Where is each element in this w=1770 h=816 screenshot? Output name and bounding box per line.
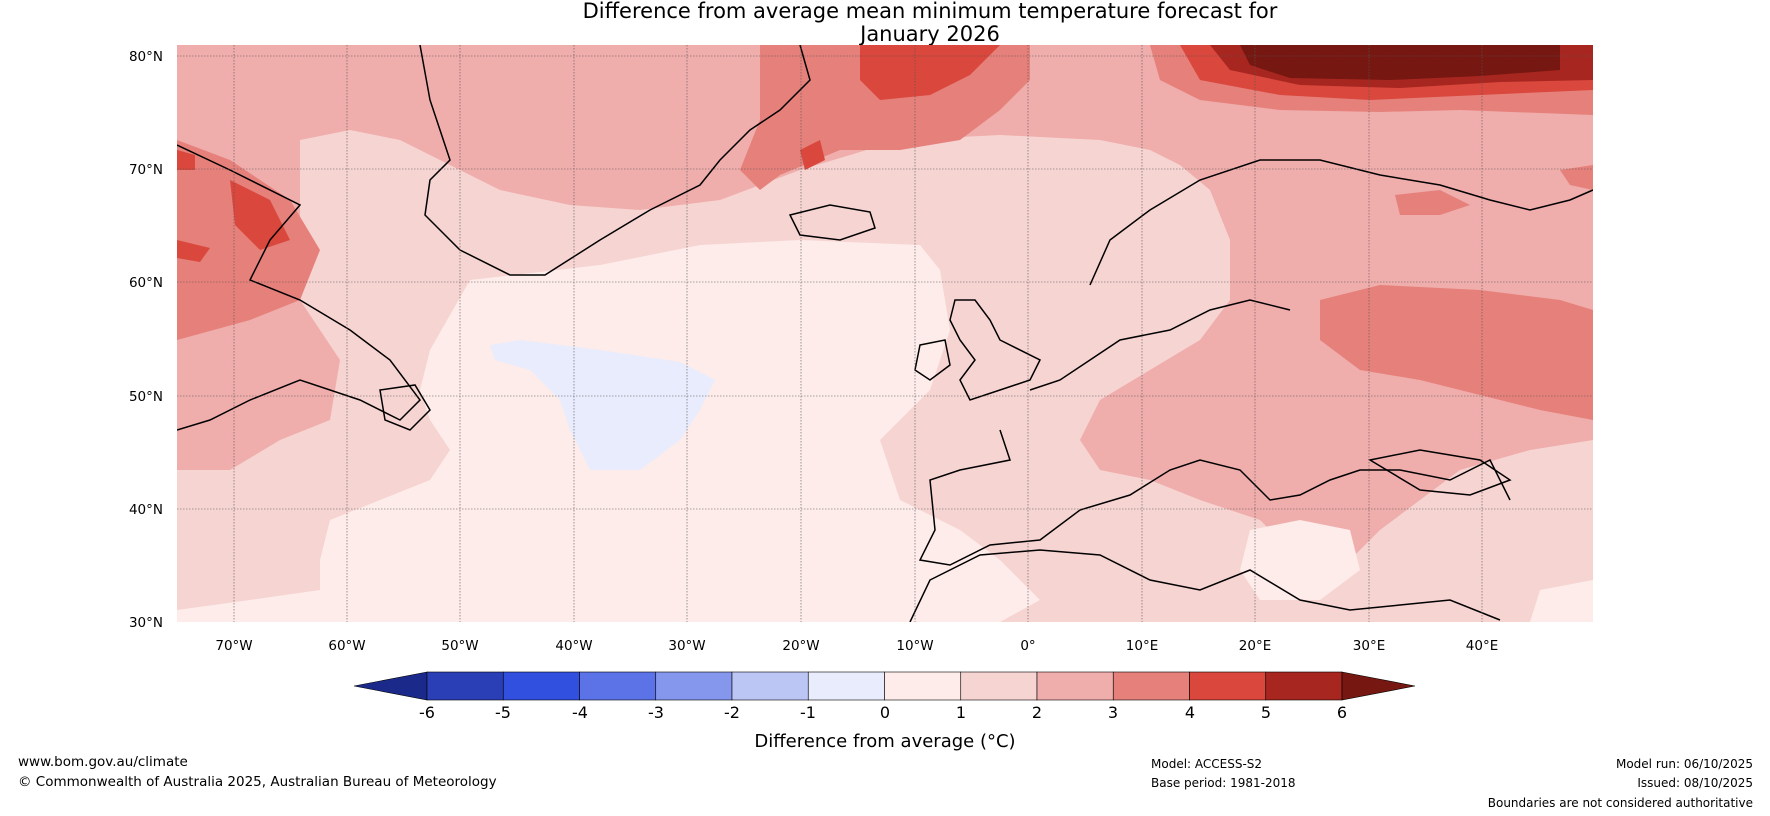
newfoundland-coast (379, 384, 431, 431)
colorbar-tick: -5 (495, 703, 511, 722)
base-period: Base period: 1981-2018 (1151, 776, 1296, 790)
colorbar-ticks: -6 -5 -4 -3 -2 -1 0 1 2 3 4 5 6 (419, 703, 1347, 722)
ireland-coast (914, 339, 951, 381)
lat-tick-60n: 60°N (129, 275, 163, 291)
chart-title-block: Difference from average mean minimum tem… (0, 0, 1770, 46)
iceland-coast (788, 204, 876, 241)
anomaly-field (177, 45, 1593, 622)
anomaly-band-3-4-kola (1395, 190, 1470, 215)
colorbar-tick: -6 (419, 703, 435, 722)
colorbar-tick: 4 (1185, 703, 1195, 722)
anomaly-band-4-5-labrador-south (177, 240, 210, 262)
colorbar-arrow-high (1341, 671, 1416, 701)
colorbar-tick: -2 (724, 703, 740, 722)
copyright-text: © Commonwealth of Australia 2025, Austra… (18, 774, 497, 790)
model-name: Model: ACCESS-S2 (1151, 757, 1263, 771)
colorbar-swatch (807, 671, 885, 701)
lon-tick-40e: 40°E (1466, 638, 1498, 654)
colorbar-swatch (1265, 671, 1343, 701)
title-line-1: Difference from average mean minimum tem… (582, 0, 1278, 23)
lon-tick-10e: 10°E (1126, 638, 1158, 654)
model-run-date: Model run: 06/10/2025 (1615, 757, 1753, 771)
colorbar-tick: -3 (648, 703, 664, 722)
issued-date: Issued: 08/10/2025 (1637, 776, 1753, 790)
lat-tick-30n: 30°N (129, 615, 163, 631)
anomaly-band-0-1-middle-east (1530, 580, 1593, 622)
anomaly-band-4-5-labrador-edge (177, 150, 195, 170)
coastlines (177, 45, 1593, 622)
colorbar-label: Difference from average (°C) (754, 731, 1015, 752)
lon-tick-10w: 10°W (896, 638, 933, 654)
colorbar-tick: 1 (956, 703, 966, 722)
colorbar-tick: 6 (1337, 703, 1347, 722)
lon-tick-50w: 50°W (441, 638, 478, 654)
colorbar-swatch (731, 671, 809, 701)
anomaly-band-4-5-spot (800, 140, 825, 170)
website-link[interactable]: www.bom.gov.au/climate (18, 754, 188, 770)
colorbar-swatch (960, 671, 1038, 701)
colorbar-swatch (1112, 671, 1190, 701)
lon-tick-70w: 70°W (215, 638, 252, 654)
lat-tick-80n: 80°N (129, 49, 163, 65)
colorbar-swatch (426, 671, 504, 701)
lat-tick-50n: 50°N (129, 389, 163, 405)
anomaly-band-4-5-labrador (230, 180, 290, 250)
lat-tick-70n: 70°N (129, 162, 163, 178)
anomaly-band-4-5-greenland-sea (860, 45, 1000, 100)
anomaly-band-3-4-labrador (177, 140, 320, 340)
colorbar-tick: -1 (800, 703, 816, 722)
colorbar-swatch (884, 671, 962, 701)
colorbar-arrow-low (353, 671, 428, 701)
labrador-coast (177, 144, 421, 431)
anomaly-band-neg1-0-atlantic (490, 340, 715, 470)
africa-coast (909, 549, 1501, 622)
anomaly-band-2-3 (177, 45, 1593, 560)
title-line-2: January 2026 (860, 22, 1000, 46)
lat-tick-40n: 40°N (129, 502, 163, 518)
colorbar-swatch (1036, 671, 1114, 701)
lon-tick-20e: 20°E (1239, 638, 1271, 654)
lon-tick-60w: 60°W (328, 638, 365, 654)
colorbar-swatch (579, 671, 657, 701)
lon-tick-40w: 40°W (555, 638, 592, 654)
anomaly-band-3-4-east-edge (1560, 165, 1593, 190)
lon-tick-0: 0° (1020, 638, 1035, 654)
lon-axis: 70°W 60°W 50°W 40°W 30°W 20°W 10°W 0° 10… (215, 638, 1498, 654)
colorbar-tick: 2 (1032, 703, 1042, 722)
graticule (177, 45, 1593, 622)
lon-tick-30e: 30°E (1353, 638, 1385, 654)
boundaries-disclaimer: Boundaries are not considered authoritat… (1487, 796, 1753, 810)
lat-axis: 80°N 70°N 60°N 50°N 40°N 30°N (129, 49, 163, 631)
colorbar-tick: 0 (880, 703, 890, 722)
colorbar-swatch (655, 671, 733, 701)
lon-tick-20w: 20°W (782, 638, 819, 654)
greenland-coast (419, 45, 811, 276)
colorbar (353, 671, 1416, 701)
black-sea-coast (1367, 449, 1512, 496)
colorbar-swatch (502, 671, 580, 701)
anomaly-band-3-4-east-europe (1320, 285, 1593, 420)
europe-mainland-coast (918, 299, 1511, 566)
colorbar-swatch (1189, 671, 1267, 701)
britain-coast (949, 299, 1042, 401)
anomaly-band-0-1-africa (1240, 520, 1360, 600)
anomaly-band-over-6-barents (1240, 45, 1560, 80)
colorbar-tick: -4 (572, 703, 588, 722)
colorbar-tick: 3 (1108, 703, 1118, 722)
colorbar-tick: 5 (1261, 703, 1271, 722)
lon-tick-30w: 30°W (668, 638, 705, 654)
scandinavia-coast (1089, 159, 1593, 286)
